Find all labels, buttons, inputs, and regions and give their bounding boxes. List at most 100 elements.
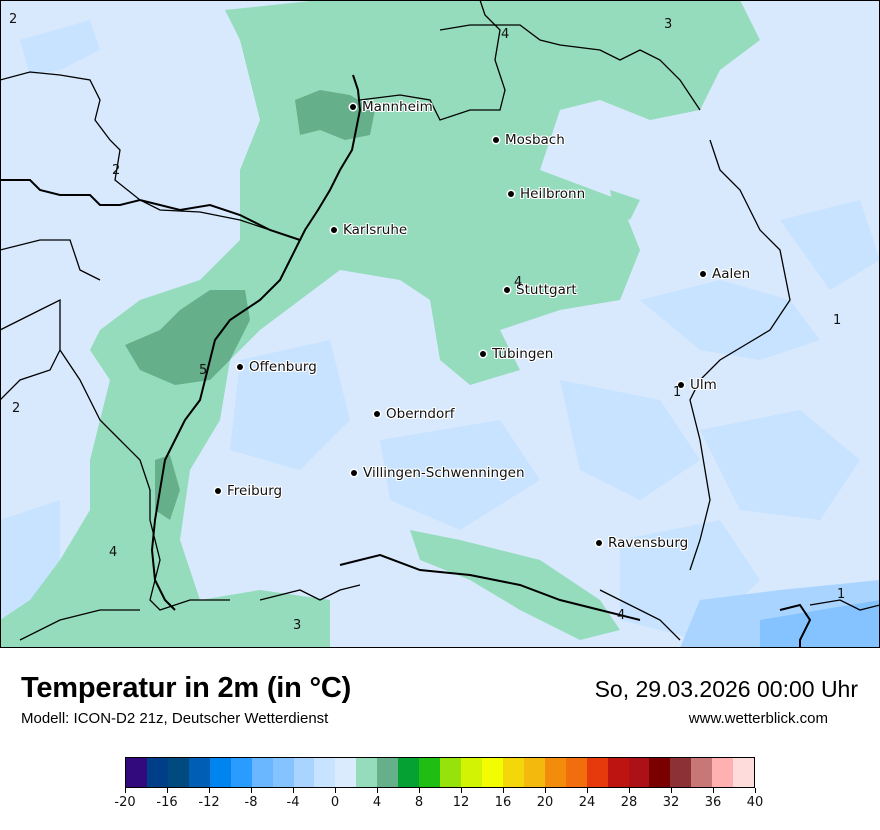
colorbar-segment [712,758,734,787]
city-dot-icon [493,137,499,143]
colorbar-tick [755,788,756,793]
city-ravensburg[interactable]: Ravensburg [596,535,688,551]
colorbar-segment [293,758,315,787]
colorbar-segment [356,758,378,787]
contour-label: 4 [109,545,118,560]
city-villingen-schwenningen[interactable]: Villingen-Schwenningen [351,465,525,481]
colorbar-tick-label: -12 [198,795,220,810]
city-mannheim[interactable]: Mannheim [350,99,433,115]
city-offenburg[interactable]: Offenburg [237,359,317,375]
colorbar-tick [713,788,714,793]
colorbar-segment [377,758,399,787]
chart-title: Temperatur in 2m (in °C) [21,672,352,704]
city-dot-icon [331,227,337,233]
colorbar-tick [461,788,462,793]
city-dot-icon [351,470,357,476]
colorbar-tick [503,788,504,793]
city-dot-icon [237,364,243,370]
colorbar-segment [188,758,210,787]
forecast-datetime: So, 29.03.2026 00:00 Uhr [594,676,858,702]
city-label: Aalen [712,266,751,282]
city-dot-icon [596,540,602,546]
contour-label: 2 [112,163,121,178]
city-label: Karlsruhe [343,222,408,238]
colorbar-tick-label: -8 [244,795,258,810]
contour-label: 1 [673,385,682,400]
colorbar-segment [167,758,189,787]
colorbar-tick-label: -20 [114,795,136,810]
city-label: Oberndorf [386,406,455,422]
colorbar-tick [209,788,210,793]
colorbar-tick-label: 24 [578,795,596,810]
city-dot-icon [508,191,514,197]
colorbar-tick-label: 4 [372,795,382,810]
colorbar-segment [586,758,608,787]
city-mosbach[interactable]: Mosbach [493,132,565,148]
colorbar-segment [481,758,503,787]
city-ulm[interactable]: Ulm [678,377,717,393]
colorbar-tick [671,788,672,793]
colorbar-segment [251,758,273,787]
city-dot-icon [700,271,706,277]
colorbar-tick-label: 28 [620,795,638,810]
temperature-map[interactable]: Mannheim Mosbach Heilbronn Karlsruhe Stu… [0,0,880,648]
colorbar-segment [314,758,336,787]
city-aalen[interactable]: Aalen [700,266,750,282]
city-dot-icon [678,382,684,388]
contour-label: 1 [833,313,842,328]
colorbar-tick [167,788,168,793]
colorbar-segment [461,758,482,787]
city-dot-icon [350,104,356,110]
contour-label: 4 [617,608,626,623]
colorbar-tick-label: 20 [536,795,554,810]
colorbar-segment [126,758,147,787]
contour-label: 3 [293,618,302,633]
colorbar-tick-label: 16 [494,795,512,810]
colorbar-segment [209,758,231,787]
city-oberndorf[interactable]: Oberndorf [374,406,455,422]
colorbar-segment [398,758,420,787]
city-dot-icon [374,411,380,417]
colorbar-segment [230,758,252,787]
city-label: Tübingen [492,346,554,362]
colorbar-tick [335,788,336,793]
colorbar-segment [649,758,671,787]
contour-label: 2 [12,401,21,416]
city-heilbronn[interactable]: Heilbronn [508,186,585,202]
colorbar-tick [587,788,588,793]
colorbar-tick-label: -16 [156,795,178,810]
contour-label: 1 [837,587,846,602]
colorbar-tick-label: 36 [704,795,722,810]
colorbar-segment [607,758,629,787]
temperature-colorbar [125,757,755,788]
colorbar-segment [544,758,566,787]
city-freiburg[interactable]: Freiburg [215,483,282,499]
colorbar-segment [146,758,168,787]
model-source: Modell: ICON-D2 21z, Deutscher Wetterdie… [21,710,329,727]
city-label: Mosbach [505,132,565,148]
city-label: Mannheim [362,99,433,115]
city-label: Heilbronn [520,186,586,202]
colorbar-segment [565,758,587,787]
colorbar-tick-label: -4 [286,795,300,810]
colorbar-tick-label: 0 [330,795,340,810]
contour-label: 4 [501,27,510,42]
website-link[interactable]: www.wetterblick.com [688,710,828,727]
colorbar-tick-label: 40 [746,795,764,810]
colorbar-tick [293,788,294,793]
colorbar-segment [335,758,357,787]
colorbar-segment [733,758,755,787]
colorbar-tick-label: 12 [452,795,470,810]
colorbar-tick [545,788,546,793]
city-label: Villingen-Schwenningen [363,465,525,481]
city-stuttgart[interactable]: Stuttgart [504,282,577,298]
colorbar-tick [629,788,630,793]
city-tuebingen[interactable]: Tübingen [480,346,553,362]
city-karlsruhe[interactable]: Karlsruhe [331,222,407,238]
colorbar-tick [251,788,252,793]
city-dot-icon [480,351,486,357]
colorbar-segment [440,758,461,787]
city-label: Ravensburg [608,535,689,551]
colorbar-segment [502,758,524,787]
city-label: Freiburg [227,483,283,499]
